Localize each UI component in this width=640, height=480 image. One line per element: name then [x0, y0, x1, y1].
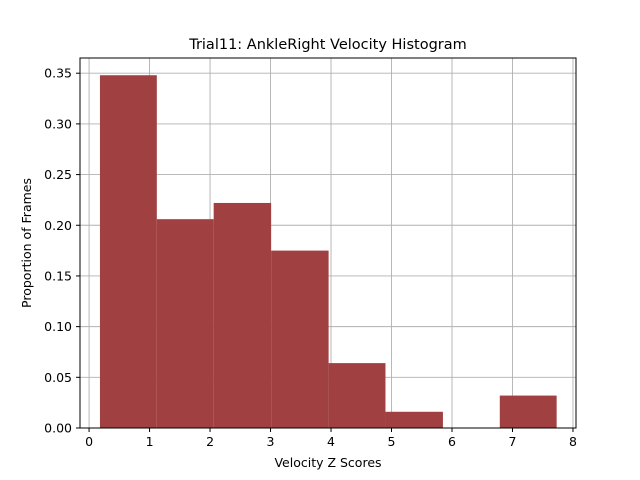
x-tick-label: 3: [267, 434, 275, 449]
y-axis-label: Proportion of Frames: [19, 178, 34, 308]
y-tick-label: 0.25: [44, 167, 72, 182]
y-tick-label: 0.00: [44, 421, 72, 436]
x-tick-label: 5: [388, 434, 396, 449]
y-axis: 0.00 0.05 0.10 0.15 0.20 0.25 0.30 0.35: [44, 66, 80, 436]
x-tick-label: 4: [327, 434, 335, 449]
x-tick-label: 1: [146, 434, 154, 449]
y-tick-label: 0.05: [44, 370, 72, 385]
y-tick-label: 0.10: [44, 319, 72, 334]
x-tick-label: 2: [206, 434, 214, 449]
y-tick-label: 0.35: [44, 66, 72, 81]
x-axis-label: Velocity Z Scores: [274, 455, 381, 470]
histogram-bar: [385, 411, 443, 428]
x-tick-label: 7: [509, 434, 517, 449]
plot-frame: [79, 57, 577, 429]
x-axis: 0 1 2 3 4 5 6 7 8: [85, 428, 577, 449]
histogram-bar: [156, 219, 214, 428]
bars: [99, 75, 557, 428]
x-tick-label: 6: [448, 434, 456, 449]
histogram-bar: [271, 250, 329, 428]
y-tick-label: 0.15: [44, 268, 72, 283]
chart-title: Trial11: AnkleRight Velocity Histogram: [188, 37, 467, 53]
x-tick-label: 8: [569, 434, 577, 449]
x-tick-label: 0: [85, 434, 93, 449]
y-tick-label: 0.20: [44, 218, 72, 233]
y-tick-label: 0.30: [44, 116, 72, 131]
histogram-bar: [213, 202, 272, 428]
histogram-bar: [328, 363, 386, 428]
histogram-bar: [499, 395, 557, 428]
histogram-bar: [99, 75, 157, 428]
